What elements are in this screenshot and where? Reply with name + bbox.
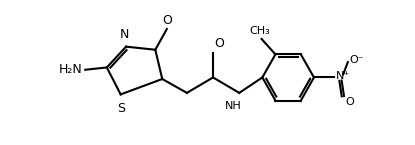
- Text: N⁺: N⁺: [335, 71, 350, 81]
- Text: NH: NH: [225, 101, 242, 110]
- Text: CH₃: CH₃: [250, 26, 271, 36]
- Text: S: S: [117, 102, 124, 115]
- Text: O⁻: O⁻: [349, 55, 364, 65]
- Text: O: O: [346, 97, 354, 107]
- Text: O: O: [215, 37, 225, 50]
- Text: H₂N: H₂N: [59, 63, 82, 76]
- Text: N: N: [120, 28, 129, 40]
- Text: O: O: [162, 14, 172, 27]
